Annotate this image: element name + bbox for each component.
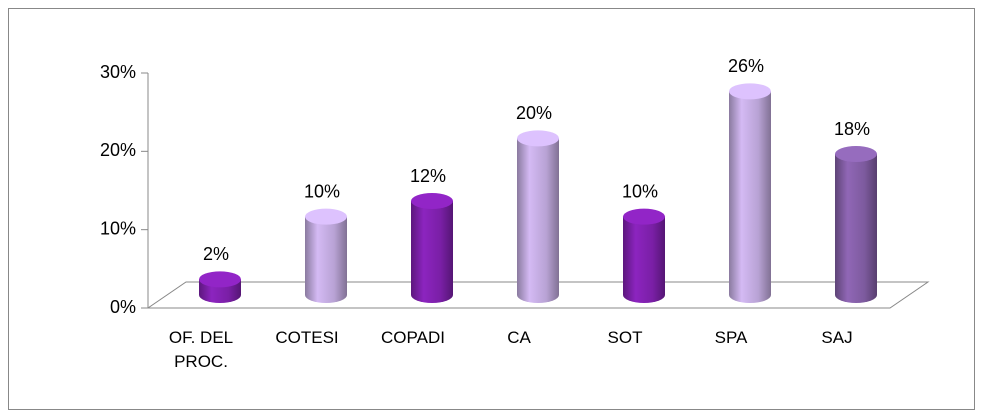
- x-tick-label: COTESI: [275, 328, 339, 347]
- bar-top: [199, 271, 241, 288]
- y-tick-label: 10%: [100, 218, 136, 238]
- y-tick-label: 20%: [100, 140, 136, 160]
- value-label: 20%: [516, 103, 552, 123]
- bar: [729, 91, 771, 303]
- x-tick-label: SAJ: [821, 328, 853, 347]
- x-tick-label: COPADI: [381, 328, 445, 347]
- x-tick-label-box: SPA: [714, 328, 748, 347]
- value-label: 12%: [410, 166, 446, 186]
- value-label: 2%: [203, 244, 229, 264]
- x-tick-label: SOT: [607, 328, 643, 347]
- x-tick-label-box: COPADI: [381, 328, 445, 347]
- y-tick-label: 30%: [100, 62, 136, 82]
- bar-top: [411, 193, 453, 209]
- x-tick-label-box: CA: [507, 328, 531, 347]
- x-tick-label: OF. DEL PROC.: [168, 328, 234, 371]
- chart-frame: [8, 8, 975, 410]
- bar-top: [729, 83, 771, 100]
- bar: [305, 216, 347, 303]
- x-tick-label-box: COTESI: [275, 328, 339, 347]
- y-tick-label: 0%: [110, 297, 136, 317]
- value-label: 10%: [622, 181, 658, 201]
- bar-top: [835, 146, 877, 162]
- x-tick-label-box: OF. DEL PROC.: [168, 328, 234, 371]
- floor: [146, 281, 930, 309]
- bar: [623, 216, 665, 303]
- x-tick-label: SPA: [714, 328, 748, 347]
- value-label: 10%: [304, 181, 340, 201]
- x-tick-label-box: SOT: [607, 328, 643, 347]
- x-tick-label: CA: [507, 328, 531, 347]
- bar: [517, 138, 559, 303]
- bar: [835, 154, 877, 303]
- x-tick-label-box: SAJ: [821, 328, 853, 347]
- bar-top: [623, 208, 665, 225]
- bar: [411, 201, 453, 303]
- bar-top: [305, 208, 347, 225]
- value-label: 18%: [834, 119, 870, 139]
- value-label: 26%: [728, 56, 764, 76]
- bar-top: [517, 130, 559, 147]
